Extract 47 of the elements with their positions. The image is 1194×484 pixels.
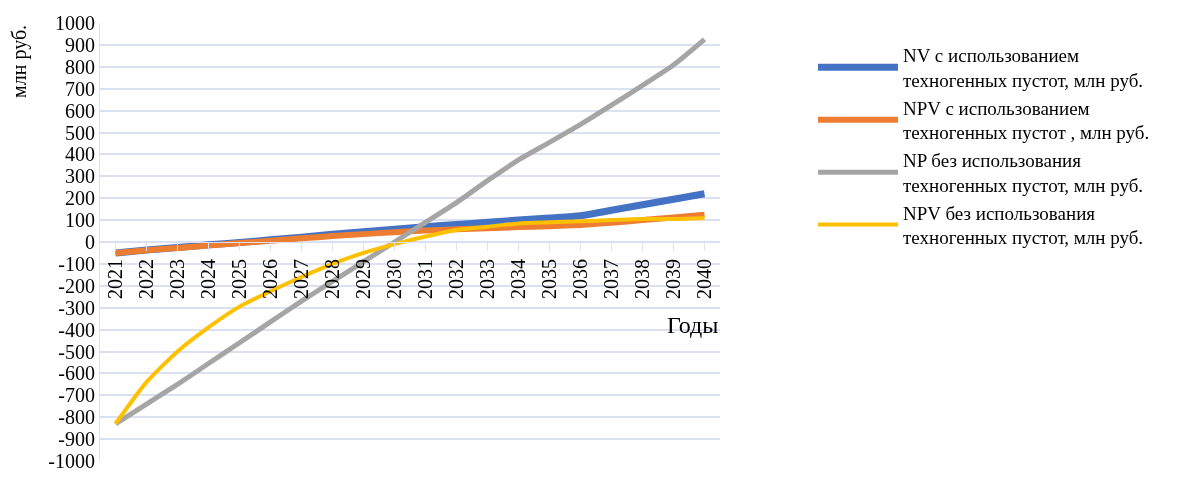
x-tick-label: 2025 xyxy=(228,259,250,299)
y-tick-label: -100 xyxy=(58,252,95,275)
y-tick-label: -600 xyxy=(58,362,95,385)
y-tick-label: 1000 xyxy=(55,12,95,34)
y-axis-title: млн руб. xyxy=(7,24,31,98)
x-tick-label: 2026 xyxy=(259,259,281,299)
x-tick-label: 2036 xyxy=(569,259,591,299)
x-axis-title: Годы xyxy=(667,312,719,338)
y-tick-label: 100 xyxy=(65,209,95,232)
x-tick-label: 2035 xyxy=(538,259,560,299)
y-tick-label: -500 xyxy=(58,340,95,363)
x-tick-label: 2028 xyxy=(321,259,343,299)
y-tick-label: 900 xyxy=(65,33,95,56)
x-tick-label: 2022 xyxy=(135,259,157,299)
y-tick-label: -1000 xyxy=(48,450,95,472)
x-tick-label: 2031 xyxy=(414,259,436,299)
x-tick-label: 2030 xyxy=(383,259,405,299)
x-tick-label: 2033 xyxy=(476,259,498,299)
y-tick-label: 300 xyxy=(65,165,95,188)
y-tick-label: 400 xyxy=(65,143,95,166)
x-tick-label: 2021 xyxy=(104,259,126,299)
x-tick-label: 2038 xyxy=(631,259,653,299)
x-tick-label: 2034 xyxy=(507,259,529,299)
x-tick-label: 2027 xyxy=(290,259,312,299)
y-tick-label: 500 xyxy=(65,121,95,144)
legend-label: NPV с использованием техногенных пустот , млн руб. xyxy=(903,97,1150,144)
y-tick-label: -700 xyxy=(58,384,95,407)
x-tick-label: 2039 xyxy=(662,259,684,299)
y-tick-label: -800 xyxy=(58,406,95,429)
x-tick-label: 2029 xyxy=(352,259,374,299)
y-tick-label: -400 xyxy=(58,318,95,341)
y-tick-label: -200 xyxy=(58,274,95,297)
legend-label: NV с использованием техногенных пустот, млн руб. xyxy=(903,45,1144,92)
y-tick-label: 0 xyxy=(85,231,95,253)
x-tick-label: 2037 xyxy=(600,259,622,299)
x-tick-label: 2040 xyxy=(693,259,715,299)
x-tick-label: 2024 xyxy=(197,259,219,299)
y-tick-label: 200 xyxy=(65,187,95,210)
y-tick-label: -300 xyxy=(58,296,95,319)
x-tick-label: 2032 xyxy=(445,259,467,299)
y-tick-label: -900 xyxy=(58,428,95,451)
y-tick-label: 800 xyxy=(65,55,95,78)
y-tick-label: 600 xyxy=(65,99,95,122)
x-tick-label: 2023 xyxy=(166,259,188,299)
y-tick-label: 700 xyxy=(65,77,95,100)
legend-label: NPV без использования техногенных пустот, млн руб. xyxy=(903,202,1144,249)
legend-label: NP без использования техногенных пустот, млн руб. xyxy=(903,150,1144,196)
